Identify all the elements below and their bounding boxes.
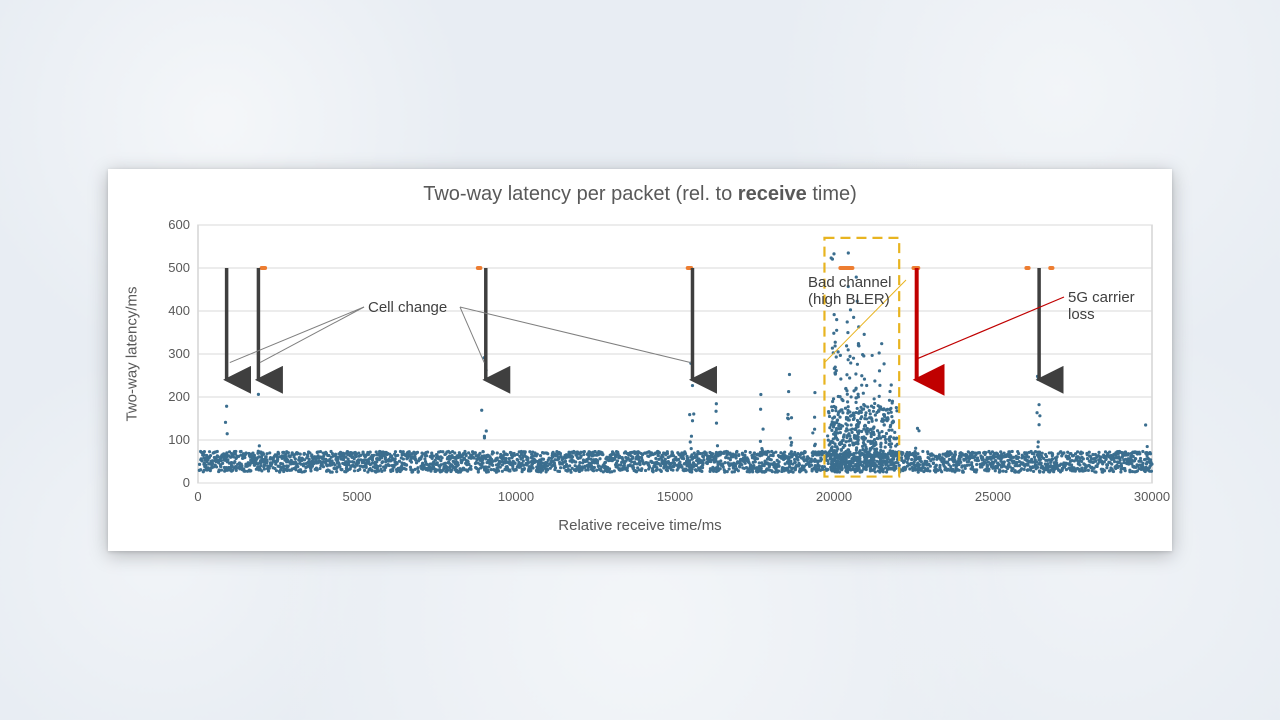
svg-text:300: 300	[168, 346, 190, 361]
svg-text:25000: 25000	[975, 489, 1011, 504]
svg-text:0: 0	[194, 489, 201, 504]
svg-text:0: 0	[183, 475, 190, 490]
svg-text:100: 100	[168, 432, 190, 447]
annotation-bad-channel: Bad channel(high BLER)	[808, 274, 891, 309]
svg-text:20000: 20000	[816, 489, 852, 504]
chart-card: Two-way latency per packet (rel. to rece…	[108, 169, 1172, 551]
svg-text:600: 600	[168, 217, 190, 232]
annotation-cell-change: Cell change	[368, 299, 447, 316]
annotation-carrier-loss: 5G carrierloss	[1068, 289, 1135, 324]
svg-text:500: 500	[168, 260, 190, 275]
svg-text:5000: 5000	[343, 489, 372, 504]
svg-text:10000: 10000	[498, 489, 534, 504]
svg-text:400: 400	[168, 303, 190, 318]
svg-text:200: 200	[168, 389, 190, 404]
chart-plot: 0 100 200 300 400 500 600 0 5000 10000 15000 20000 2…	[108, 169, 1172, 551]
svg-text:30000: 30000	[1134, 489, 1170, 504]
svg-text:15000: 15000	[657, 489, 693, 504]
